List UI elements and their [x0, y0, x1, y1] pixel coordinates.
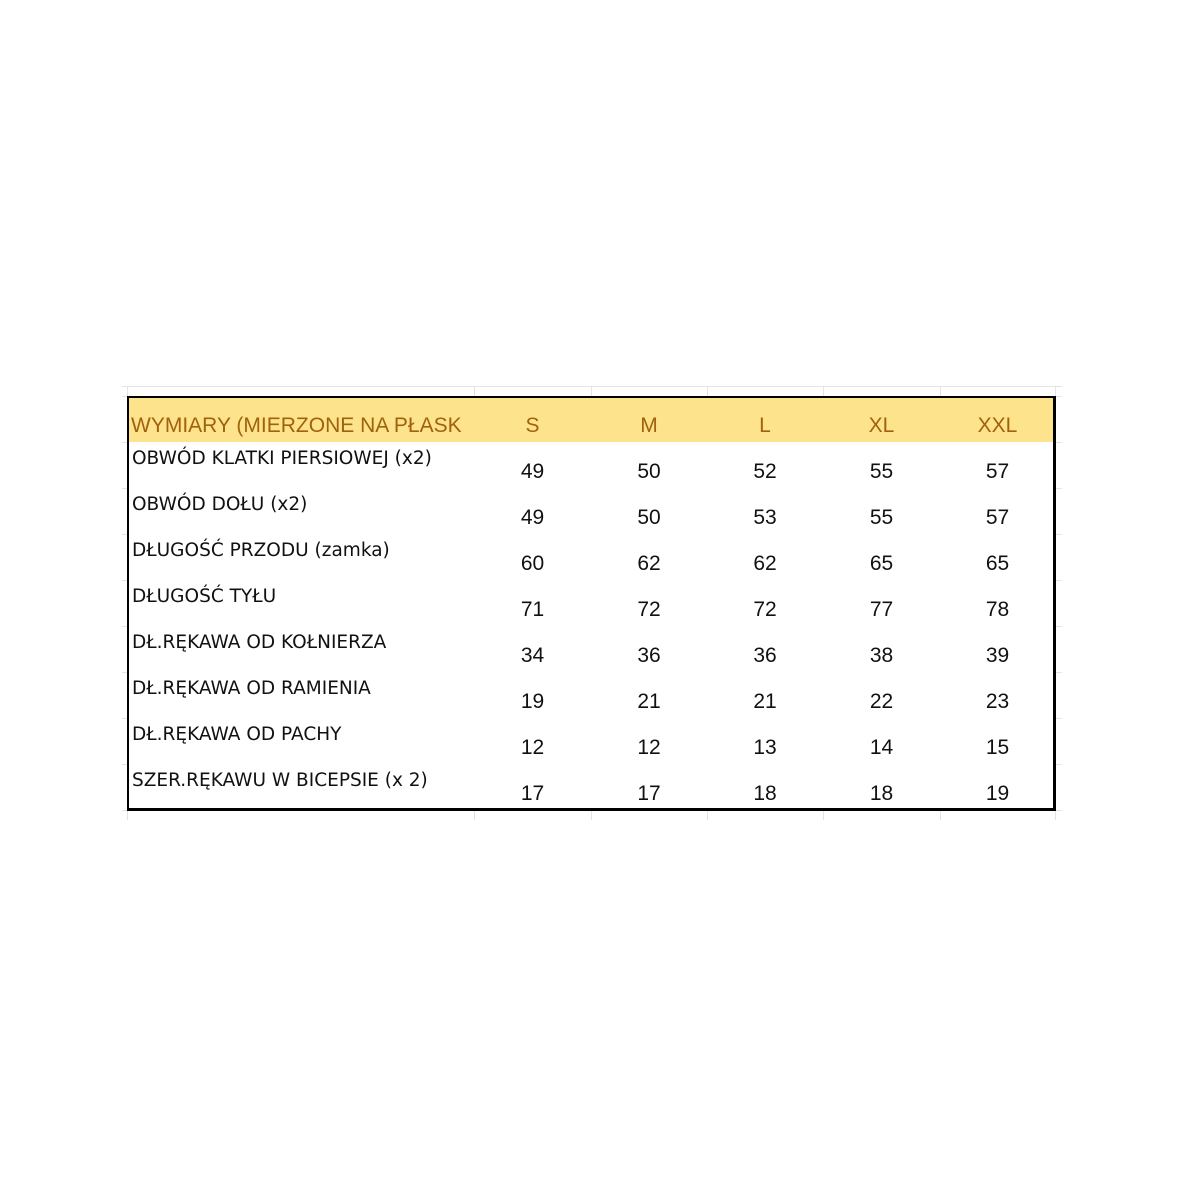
size-value: 78 [940, 580, 1056, 627]
size-value: 14 [823, 718, 941, 765]
size-value: 50 [591, 488, 708, 535]
size-value: 65 [823, 534, 941, 581]
size-value: 19 [474, 672, 592, 719]
row-label: OBWÓD DOŁU (x2) [127, 488, 475, 535]
row-label: OBWÓD KLATKI PIERSIOWEJ (x2) [127, 442, 475, 489]
row-label: DŁUGOŚĆ TYŁU [127, 580, 475, 627]
size-value: 49 [474, 442, 592, 489]
row-label: DŁUGOŚĆ PRZODU (zamka) [127, 534, 475, 581]
row-label: DŁ.RĘKAWA OD KOŁNIERZA [127, 626, 475, 673]
size-value: 23 [940, 672, 1056, 719]
size-value: 72 [591, 580, 708, 627]
size-value: 19 [940, 764, 1056, 811]
size-value: 65 [940, 534, 1056, 581]
size-value: 34 [474, 626, 592, 673]
size-value: 57 [940, 442, 1056, 489]
size-value: 71 [474, 580, 592, 627]
size-value: 17 [591, 764, 708, 811]
row-label: SZER.RĘKAWU W BICEPSIE (x 2) [127, 764, 475, 811]
grid-line [122, 386, 1062, 387]
size-value: 39 [940, 626, 1056, 673]
size-header: S [474, 396, 592, 443]
size-header: M [591, 396, 708, 443]
row-label: DŁ.RĘKAWA OD RAMIENIA [127, 672, 475, 719]
size-value: 18 [823, 764, 941, 811]
size-value: 62 [591, 534, 708, 581]
header-label: WYMIARY (MIERZONE NA PŁASK [127, 396, 475, 443]
size-value: 21 [591, 672, 708, 719]
size-value: 49 [474, 488, 592, 535]
size-value: 52 [707, 442, 824, 489]
size-value: 15 [940, 718, 1056, 765]
size-value: 18 [707, 764, 824, 811]
size-value: 36 [707, 626, 824, 673]
size-value: 50 [591, 442, 708, 489]
size-value: 57 [940, 488, 1056, 535]
size-value: 55 [823, 488, 941, 535]
size-value: 55 [823, 442, 941, 489]
size-value: 36 [591, 626, 708, 673]
size-value: 22 [823, 672, 941, 719]
size-value: 12 [591, 718, 708, 765]
size-value: 60 [474, 534, 592, 581]
size-value: 12 [474, 718, 592, 765]
size-value: 21 [707, 672, 824, 719]
size-value: 72 [707, 580, 824, 627]
size-value: 13 [707, 718, 824, 765]
size-header: L [707, 396, 824, 443]
size-value: 53 [707, 488, 824, 535]
size-value: 62 [707, 534, 824, 581]
size-header: XL [823, 396, 941, 443]
row-label: DŁ.RĘKAWA OD PACHY [127, 718, 475, 765]
size-value: 17 [474, 764, 592, 811]
size-value: 77 [823, 580, 941, 627]
size-value: 38 [823, 626, 941, 673]
size-header: XXL [940, 396, 1056, 443]
